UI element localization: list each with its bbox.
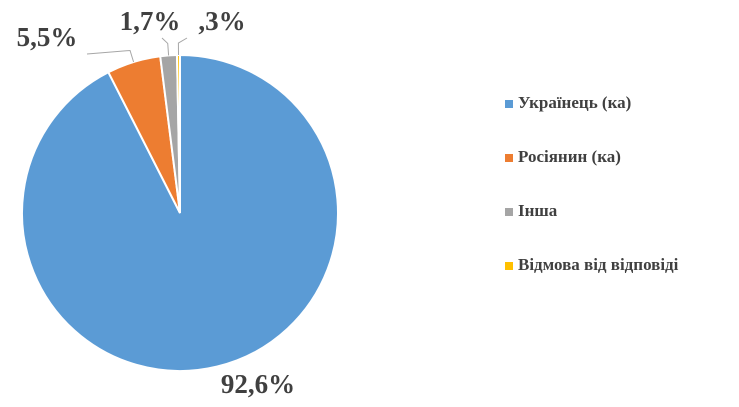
legend-label: Українець (ка) bbox=[518, 93, 631, 112]
leader-line bbox=[161, 37, 170, 56]
legend-swatch bbox=[505, 100, 513, 108]
legend-swatch bbox=[505, 208, 513, 216]
legend-swatch bbox=[505, 262, 513, 270]
data-label: 1,7% bbox=[120, 6, 181, 36]
leader-line bbox=[177, 37, 188, 56]
leader-line bbox=[86, 49, 135, 63]
data-label: 5,5% bbox=[17, 22, 78, 52]
legend-label: Росіянин (ка) bbox=[518, 147, 621, 166]
data-label: 92,6% bbox=[221, 369, 295, 399]
legend-label: Відмова від відповіді bbox=[518, 255, 679, 274]
data-label: ,3% bbox=[198, 6, 245, 36]
legend-label: Інша bbox=[518, 201, 558, 220]
legend-swatch bbox=[505, 154, 513, 162]
